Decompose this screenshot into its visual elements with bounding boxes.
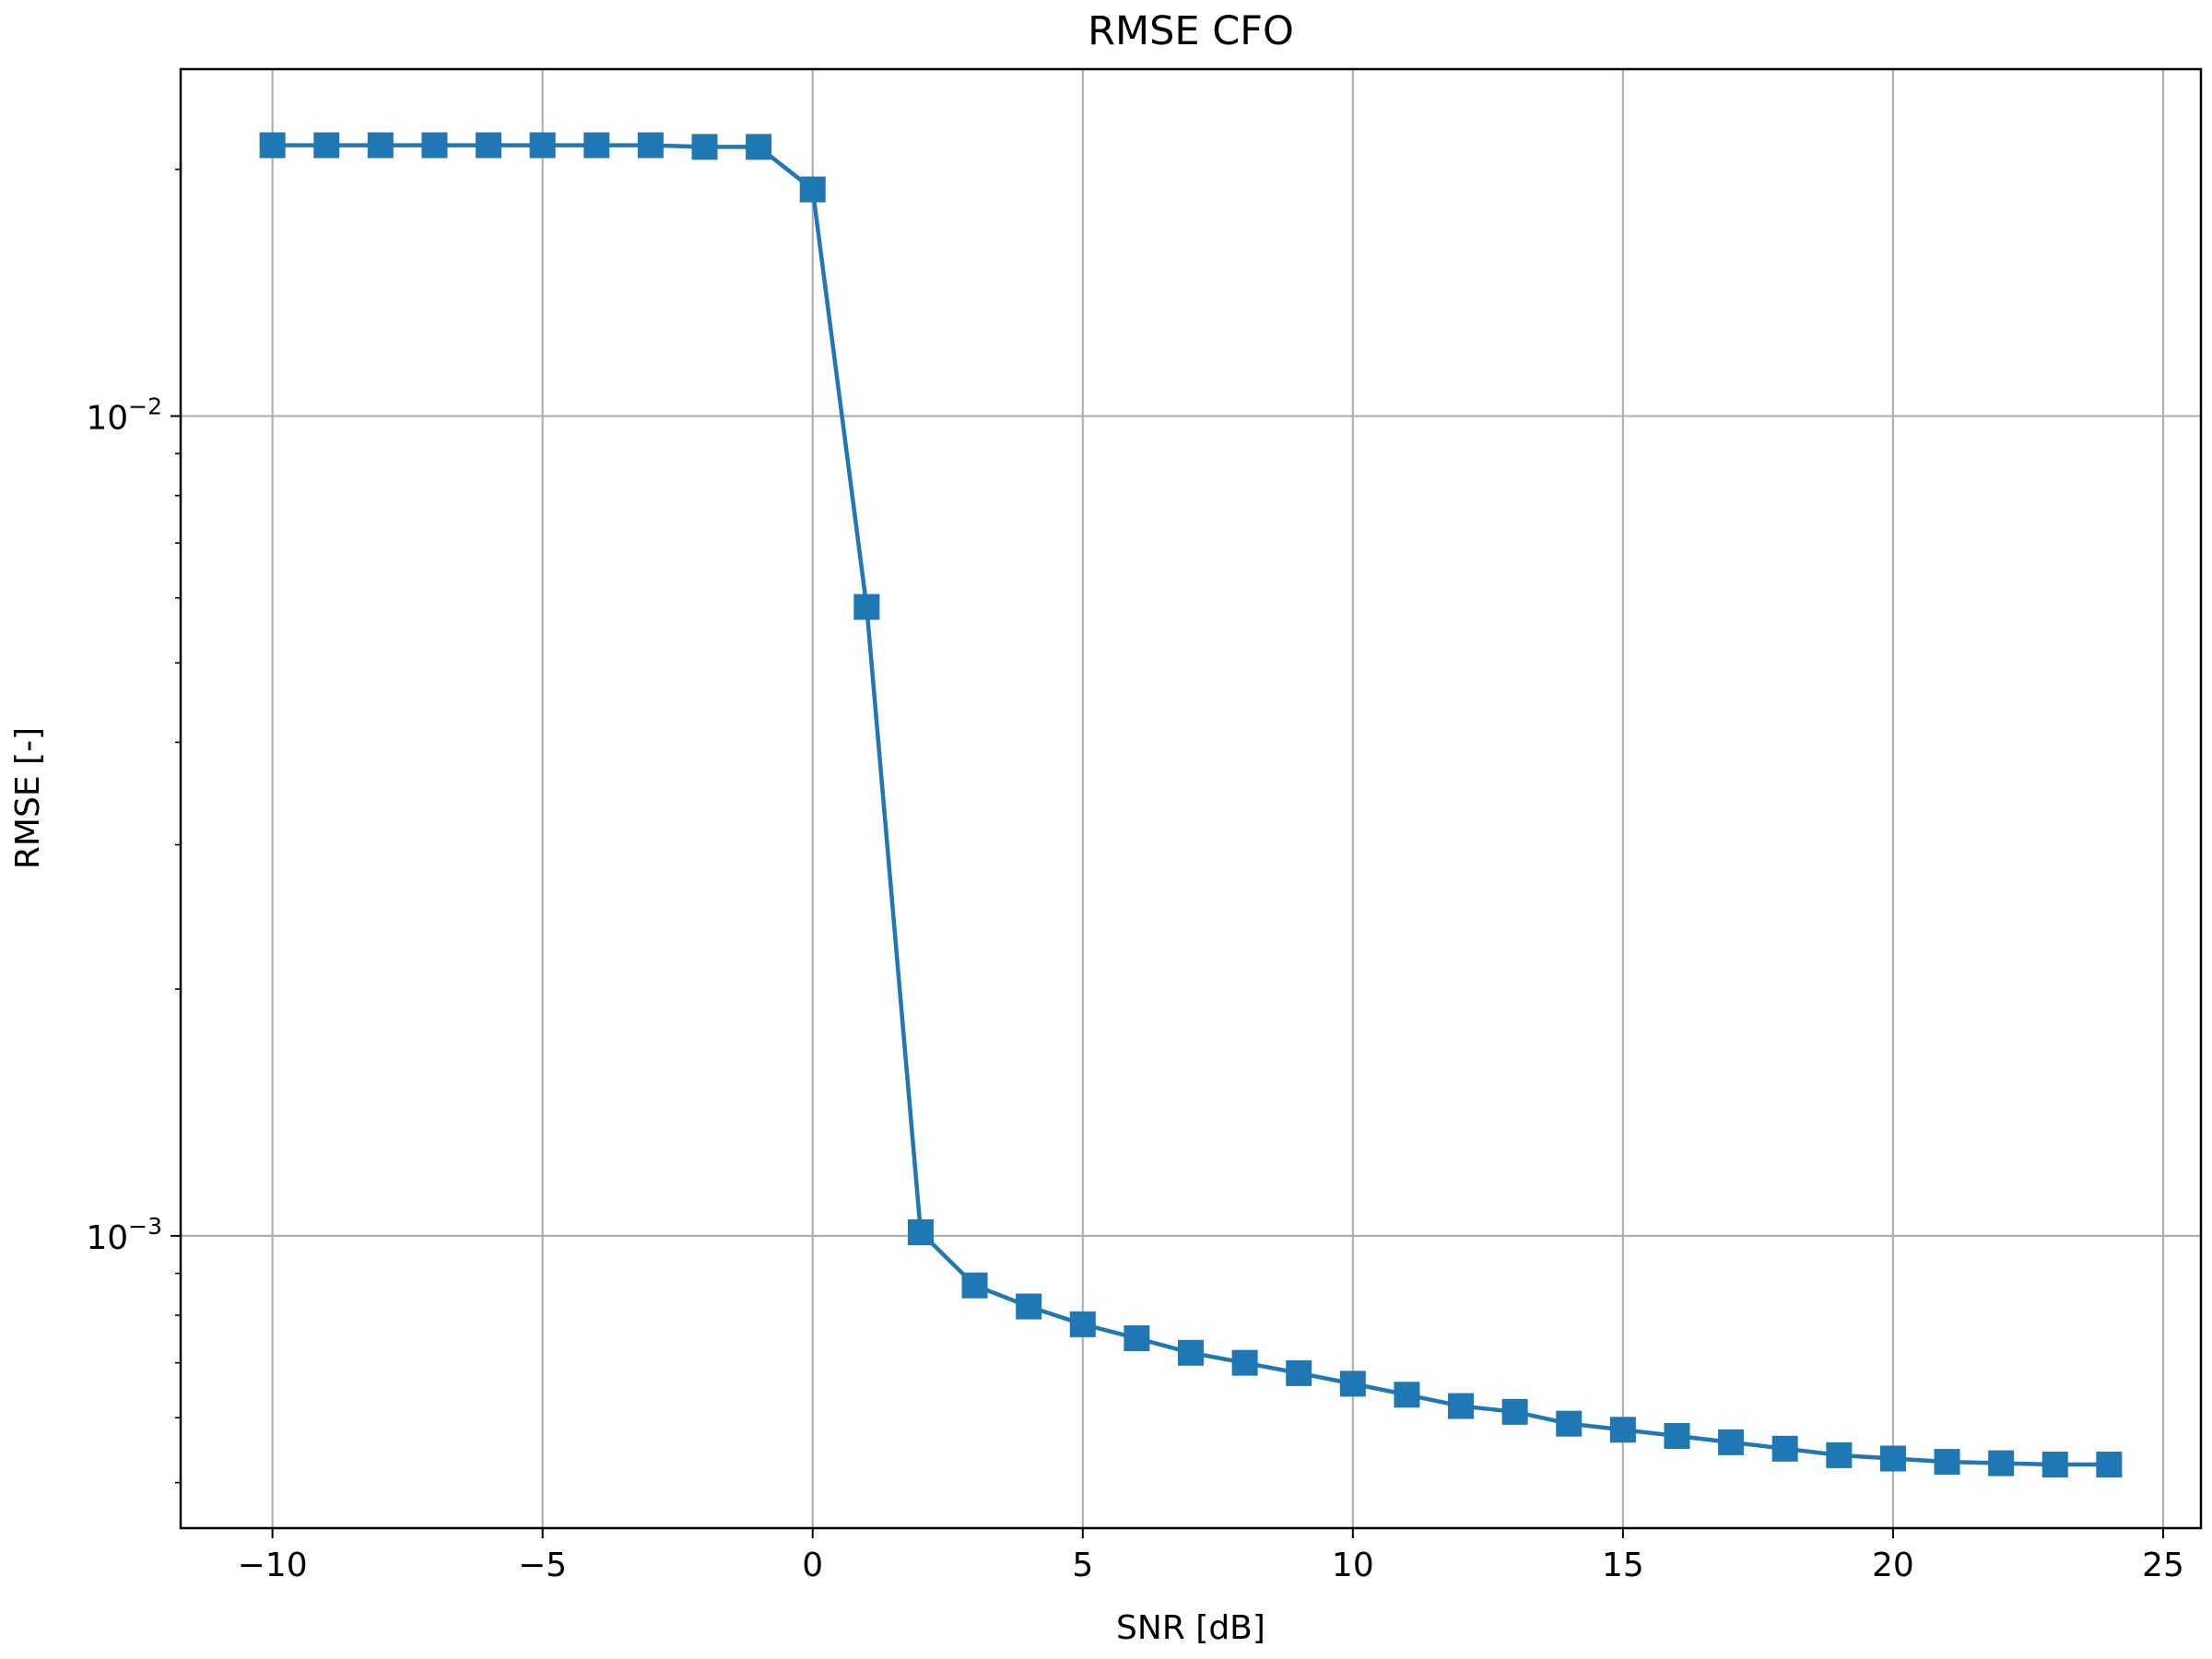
data-point-marker xyxy=(1609,1417,1636,1443)
data-point-marker xyxy=(529,132,556,159)
data-point-marker xyxy=(1231,1349,1258,1376)
y-tick-label: 10−3 xyxy=(86,1213,162,1257)
data-point-marker xyxy=(1016,1293,1042,1320)
data-point-marker xyxy=(367,132,394,159)
x-tick-label: −5 xyxy=(518,1547,567,1584)
data-point-marker xyxy=(691,134,718,160)
plot-frame xyxy=(179,67,2203,1530)
data-point-marker xyxy=(2041,1452,2068,1478)
x-tick-label: 15 xyxy=(1602,1547,1644,1584)
chart-title: RMSE CFO xyxy=(1088,8,1294,54)
x-tick-label: 25 xyxy=(2142,1547,2184,1584)
data-point-marker xyxy=(476,132,502,159)
data-point-marker xyxy=(1069,1311,1096,1337)
data-point-marker xyxy=(1988,1450,2015,1477)
data-point-marker xyxy=(421,132,448,159)
series-layer xyxy=(259,132,2123,1478)
data-point-marker xyxy=(1556,1410,1583,1437)
data-point-marker xyxy=(1879,1445,1906,1472)
data-point-marker xyxy=(746,134,772,160)
data-point-marker xyxy=(259,132,286,159)
x-tick-label: 20 xyxy=(1872,1547,1914,1584)
data-point-marker xyxy=(1934,1449,1960,1476)
data-point-marker xyxy=(313,132,340,159)
data-point-marker xyxy=(961,1272,988,1299)
data-point-marker xyxy=(1718,1429,1745,1455)
x-tick-label: 10 xyxy=(1332,1547,1374,1584)
y-tick-label: 10−2 xyxy=(86,393,162,437)
data-point-marker xyxy=(1124,1325,1150,1352)
y-axis-title: RMSE [-] xyxy=(9,727,47,869)
data-point-marker xyxy=(853,594,880,620)
data-point-marker xyxy=(1826,1441,1853,1468)
data-point-marker xyxy=(1394,1382,1420,1408)
grid xyxy=(181,69,2201,1528)
data-point-marker xyxy=(637,132,664,159)
x-tick-label: 0 xyxy=(802,1547,823,1584)
ticks: −10 −5 0 5 10 15 20 25 10−3 10−2 xyxy=(86,168,2184,1584)
data-point-marker xyxy=(1339,1371,1366,1397)
data-point-marker xyxy=(1501,1398,1528,1425)
data-point-marker xyxy=(583,132,610,159)
x-axis-title: SNR [dB] xyxy=(1116,1609,1265,1647)
x-tick-label: 5 xyxy=(1072,1547,1093,1584)
data-point-marker xyxy=(1178,1339,1204,1366)
data-point-marker xyxy=(799,176,826,203)
x-tick-label: −10 xyxy=(238,1547,308,1584)
data-point-marker xyxy=(1448,1393,1475,1419)
data-point-marker xyxy=(2096,1452,2123,1478)
data-point-marker xyxy=(1664,1423,1690,1450)
data-point-marker xyxy=(1286,1359,1312,1386)
data-point-marker xyxy=(1771,1435,1798,1462)
data-point-marker xyxy=(907,1219,934,1246)
